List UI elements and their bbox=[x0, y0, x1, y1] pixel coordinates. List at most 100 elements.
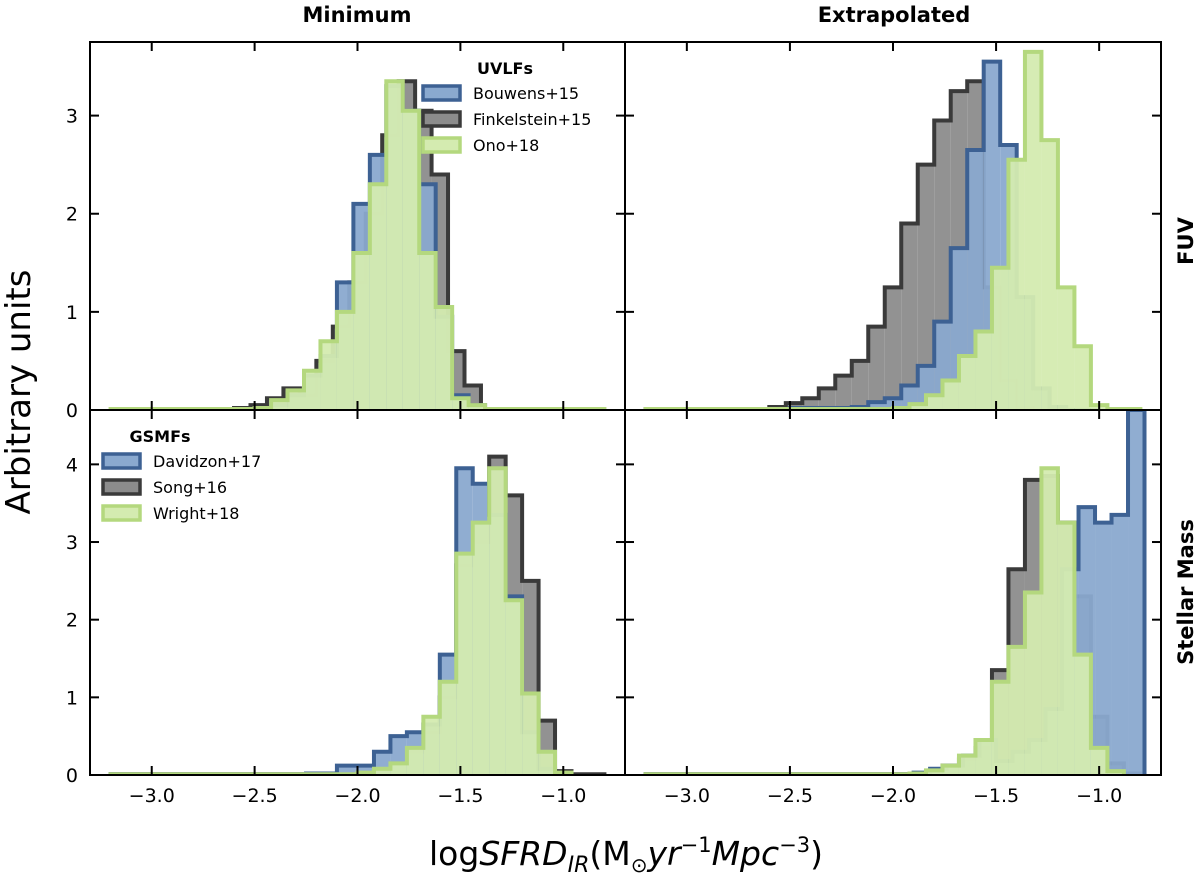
hist-bar bbox=[373, 768, 391, 775]
hist-bar bbox=[320, 341, 337, 410]
hist-bar bbox=[522, 693, 539, 775]
legend-label: Ono+18 bbox=[473, 136, 539, 155]
x-tick-label: −1.0 bbox=[1076, 785, 1122, 807]
panel-bottom-right: −3.0 −2.5 −2.0 −1.5 −1.0 bbox=[624, 409, 1162, 807]
legend-label: Song+16 bbox=[153, 478, 227, 497]
hist-bar bbox=[1057, 287, 1075, 410]
legend-title: UVLFs bbox=[477, 59, 533, 78]
hist-bar bbox=[456, 553, 473, 775]
x-axis-label: logSFRDIR(M⊙yr−1Mpc−3) bbox=[429, 833, 823, 877]
hist-bar bbox=[942, 380, 959, 410]
hist-bar bbox=[505, 600, 523, 775]
hist-bar bbox=[423, 716, 440, 775]
hist-bar bbox=[390, 763, 407, 775]
hist-bar bbox=[402, 110, 420, 410]
hist-bar bbox=[884, 287, 902, 410]
hist-bar bbox=[1095, 522, 1112, 775]
hist-bar bbox=[958, 356, 976, 410]
hist-bar bbox=[851, 360, 869, 410]
y-tick-label: 0 bbox=[66, 765, 78, 787]
histograms bbox=[643, 410, 1147, 775]
hist-bar bbox=[468, 405, 486, 410]
hist-bar bbox=[991, 267, 1009, 410]
hist-bar bbox=[925, 395, 943, 410]
legend-swatch bbox=[421, 84, 462, 102]
hist-bar bbox=[1074, 346, 1091, 410]
x-tick-label: −3.0 bbox=[129, 785, 175, 807]
hist-bar bbox=[353, 252, 370, 410]
hist-bar bbox=[336, 765, 374, 775]
hist-bar bbox=[406, 747, 424, 775]
hist-bar bbox=[1074, 654, 1091, 775]
x-tick-label: −2.0 bbox=[334, 785, 380, 807]
series-wright-18 bbox=[108, 466, 574, 775]
hist-bar bbox=[1008, 646, 1025, 775]
y-tick-label: 2 bbox=[66, 204, 78, 226]
x-tick-label: −1.5 bbox=[973, 785, 1019, 807]
hist-bar bbox=[868, 326, 885, 410]
y-tick-label: 2 bbox=[66, 610, 78, 632]
hist-bar bbox=[1090, 747, 1108, 775]
panel-bottom-left: −3.0 −2.5 −2.0 −1.5 −1.0 0 1 2 3 4 GSMFs Davidzon+1… bbox=[66, 409, 626, 807]
row-title-fuv: FUV bbox=[1174, 216, 1198, 264]
hist-bar bbox=[958, 755, 976, 775]
hist-bar bbox=[419, 252, 436, 410]
series-ono-18 bbox=[108, 79, 607, 410]
panels-group: 0 1 2 3 UVLFs Bouwens+15 Finkelstein+15 Ono+18 −… bbox=[66, 41, 1162, 807]
y-tick-label: 3 bbox=[66, 106, 78, 128]
hist-bar bbox=[1024, 592, 1042, 775]
hist-outline bbox=[643, 49, 1143, 410]
y-tick-label: 3 bbox=[66, 532, 78, 554]
x-tick-label: −2.5 bbox=[767, 785, 813, 807]
hist-bar bbox=[386, 81, 403, 410]
hist-bar bbox=[1024, 51, 1042, 410]
hist-bar bbox=[369, 184, 387, 410]
legend-swatch bbox=[101, 478, 142, 496]
column-title-extrapolated: Extrapolated bbox=[818, 3, 971, 27]
legend-label: Finkelstein+15 bbox=[473, 110, 591, 129]
hist-outline bbox=[643, 466, 1126, 775]
hist-outline bbox=[108, 79, 607, 410]
hist-bar bbox=[942, 765, 959, 775]
hist-bar bbox=[472, 522, 490, 775]
hist-bar bbox=[1057, 522, 1075, 775]
x-tick-label: −1.0 bbox=[540, 785, 586, 807]
hist-bar bbox=[868, 402, 885, 410]
x-tick-label: −1.5 bbox=[437, 785, 483, 807]
hist-bar bbox=[1041, 140, 1058, 410]
y-tick-label: 1 bbox=[66, 302, 78, 324]
hist-bar bbox=[901, 223, 918, 410]
legend-swatch bbox=[101, 504, 142, 522]
hist-bar bbox=[304, 370, 321, 410]
hist-bar bbox=[435, 306, 453, 410]
x-tick-label: −3.0 bbox=[664, 785, 710, 807]
legend-label: Wright+18 bbox=[153, 504, 239, 523]
hist-bar bbox=[1008, 159, 1025, 410]
hist-bar bbox=[802, 398, 819, 410]
x-tick-label: −2.5 bbox=[232, 785, 278, 807]
legend-swatch bbox=[421, 110, 462, 128]
series-wright-18 bbox=[643, 466, 1126, 775]
hist-bar bbox=[1041, 468, 1058, 775]
y-axis-label: Arbitrary units bbox=[0, 270, 39, 515]
y-tick-label: 1 bbox=[66, 687, 78, 709]
hist-bar bbox=[489, 468, 506, 775]
row-title-stellar-mass: Stellar Mass bbox=[1174, 519, 1198, 665]
legend-label: Bouwens+15 bbox=[473, 84, 579, 103]
histograms bbox=[643, 49, 1143, 410]
hist-bar bbox=[336, 311, 354, 410]
histograms bbox=[108, 454, 607, 775]
y-tick-label: 0 bbox=[66, 400, 78, 422]
histograms bbox=[108, 79, 607, 410]
hist-bar bbox=[975, 740, 992, 775]
y-tick-label: 4 bbox=[66, 454, 78, 476]
legend-label: Davidzon+17 bbox=[153, 452, 261, 471]
hist-bar bbox=[925, 770, 943, 775]
hist-bar bbox=[991, 681, 1009, 775]
series-ono-18 bbox=[643, 49, 1143, 410]
panel-top-left: 0 1 2 3 UVLFs Bouwens+15 Finkelstein+15 Ono+18 bbox=[66, 41, 626, 422]
legend-title: GSMFs bbox=[129, 427, 190, 446]
hist-bar bbox=[1128, 410, 1145, 775]
hist-bar bbox=[917, 164, 935, 410]
legend: UVLFs Bouwens+15 Finkelstein+15 Ono+18 bbox=[421, 59, 591, 155]
